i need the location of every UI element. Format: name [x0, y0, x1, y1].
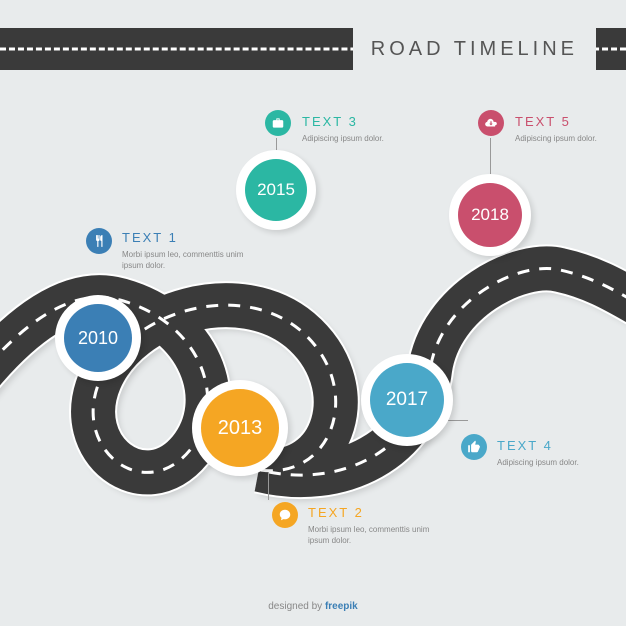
footer-credit: designed by freepik [0, 601, 626, 612]
cloud-icon [478, 110, 504, 136]
node-ring: 2017 [361, 354, 453, 446]
node-year: 2013 [201, 389, 279, 467]
utensils-icon [86, 228, 112, 254]
footer-brand: freepik [325, 601, 358, 612]
text-title: TEXT 1 [122, 230, 262, 245]
node-ring: 2013 [192, 380, 288, 476]
text-body: Adipiscing ipsum dolor. [497, 457, 626, 468]
text-block-2017: TEXT 4 Adipiscing ipsum dolor. [497, 438, 626, 468]
node-year: 2018 [458, 183, 522, 247]
text-body: Morbi ipsum leo, commenttis unim ipsum d… [308, 524, 448, 546]
timeline-node-2018: 2018 [449, 174, 531, 256]
text-body: Morbi ipsum leo, commenttis unim ipsum d… [122, 249, 262, 271]
text-title: TEXT 4 [497, 438, 626, 453]
text-block-2015: TEXT 3 Adipiscing ipsum dolor. [302, 114, 442, 144]
text-body: Adipiscing ipsum dolor. [515, 133, 626, 144]
timeline-node-2017: 2017 [361, 354, 453, 446]
header-band: ROAD TIMELINE [0, 28, 626, 70]
text-block-2010: TEXT 1 Morbi ipsum leo, commenttis unim i… [122, 230, 262, 271]
text-block-2013: TEXT 2 Morbi ipsum leo, commenttis unim i… [308, 505, 448, 546]
footer-prefix: designed by [268, 601, 325, 612]
thumb-icon [461, 434, 487, 460]
timeline-node-2015: 2015 [236, 150, 316, 230]
timeline-node-2013: 2013 [192, 380, 288, 476]
chat-icon [272, 502, 298, 528]
node-ring: 2018 [449, 174, 531, 256]
page-title: ROAD TIMELINE [353, 28, 596, 70]
node-ring: 2015 [236, 150, 316, 230]
text-title: TEXT 3 [302, 114, 442, 129]
text-body: Adipiscing ipsum dolor. [302, 133, 442, 144]
timeline-node-2010: 2010 [55, 295, 141, 381]
text-title: TEXT 5 [515, 114, 626, 129]
text-block-2018: TEXT 5 Adipiscing ipsum dolor. [515, 114, 626, 144]
leader-line [268, 472, 269, 500]
node-year: 2010 [64, 304, 132, 372]
leader-line [490, 138, 491, 178]
node-year: 2017 [370, 363, 444, 437]
briefcase-icon [265, 110, 291, 136]
node-year: 2015 [245, 159, 307, 221]
text-title: TEXT 2 [308, 505, 448, 520]
node-ring: 2010 [55, 295, 141, 381]
